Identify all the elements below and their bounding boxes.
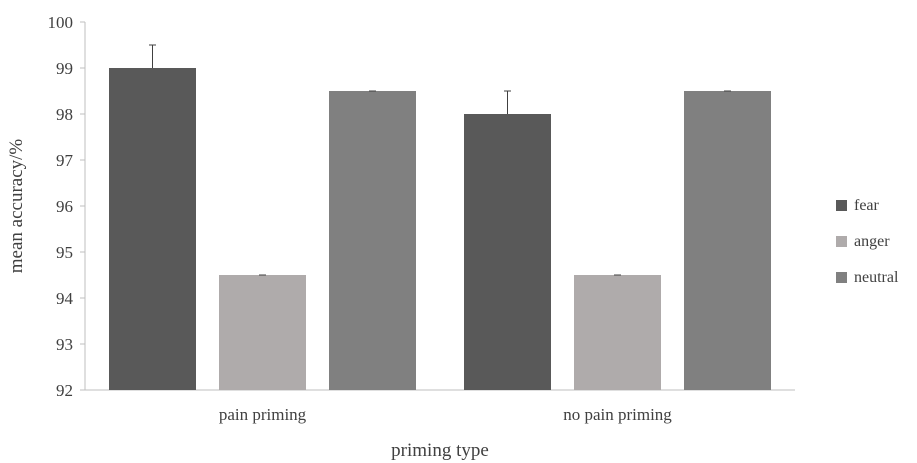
legend-label-anger: anger [854, 233, 890, 250]
y-tick-label: 94 [56, 289, 74, 308]
bar-anger-1 [574, 275, 661, 390]
x-axis-categories: pain priming no pain priming [219, 405, 672, 424]
y-tick-label: 93 [56, 335, 73, 354]
legend-swatch-fear [836, 200, 847, 211]
bar-anger-0 [219, 275, 306, 390]
bar-neutral-0 [329, 91, 416, 390]
x-axis-title: priming type [391, 440, 489, 461]
y-tick-label: 96 [56, 197, 73, 216]
y-tick-label: 99 [56, 59, 73, 78]
y-tick-label: 100 [48, 13, 74, 32]
error-bars-group [149, 44, 731, 276]
legend-swatch-neutral [836, 272, 847, 283]
y-axis-title: mean accuracy/% [6, 139, 27, 274]
legend-swatch-anger [836, 236, 847, 247]
legend-label-neutral: neutral [854, 269, 899, 286]
bar-neutral-1 [684, 91, 771, 390]
bar-fear-1 [464, 114, 551, 390]
legend: fear anger neutral [836, 197, 899, 286]
x-category-label: pain priming [219, 405, 307, 424]
bars-group [109, 68, 771, 390]
y-tick-label: 97 [56, 151, 74, 170]
y-tick-label: 92 [56, 381, 73, 400]
x-category-label: no pain priming [563, 405, 672, 424]
y-tick-label: 95 [56, 243, 73, 262]
bar-fear-0 [109, 68, 196, 390]
y-axis-ticks: 92 93 94 95 96 97 98 99 100 [48, 13, 85, 400]
legend-label-fear: fear [854, 197, 880, 214]
y-tick-label: 98 [56, 105, 73, 124]
